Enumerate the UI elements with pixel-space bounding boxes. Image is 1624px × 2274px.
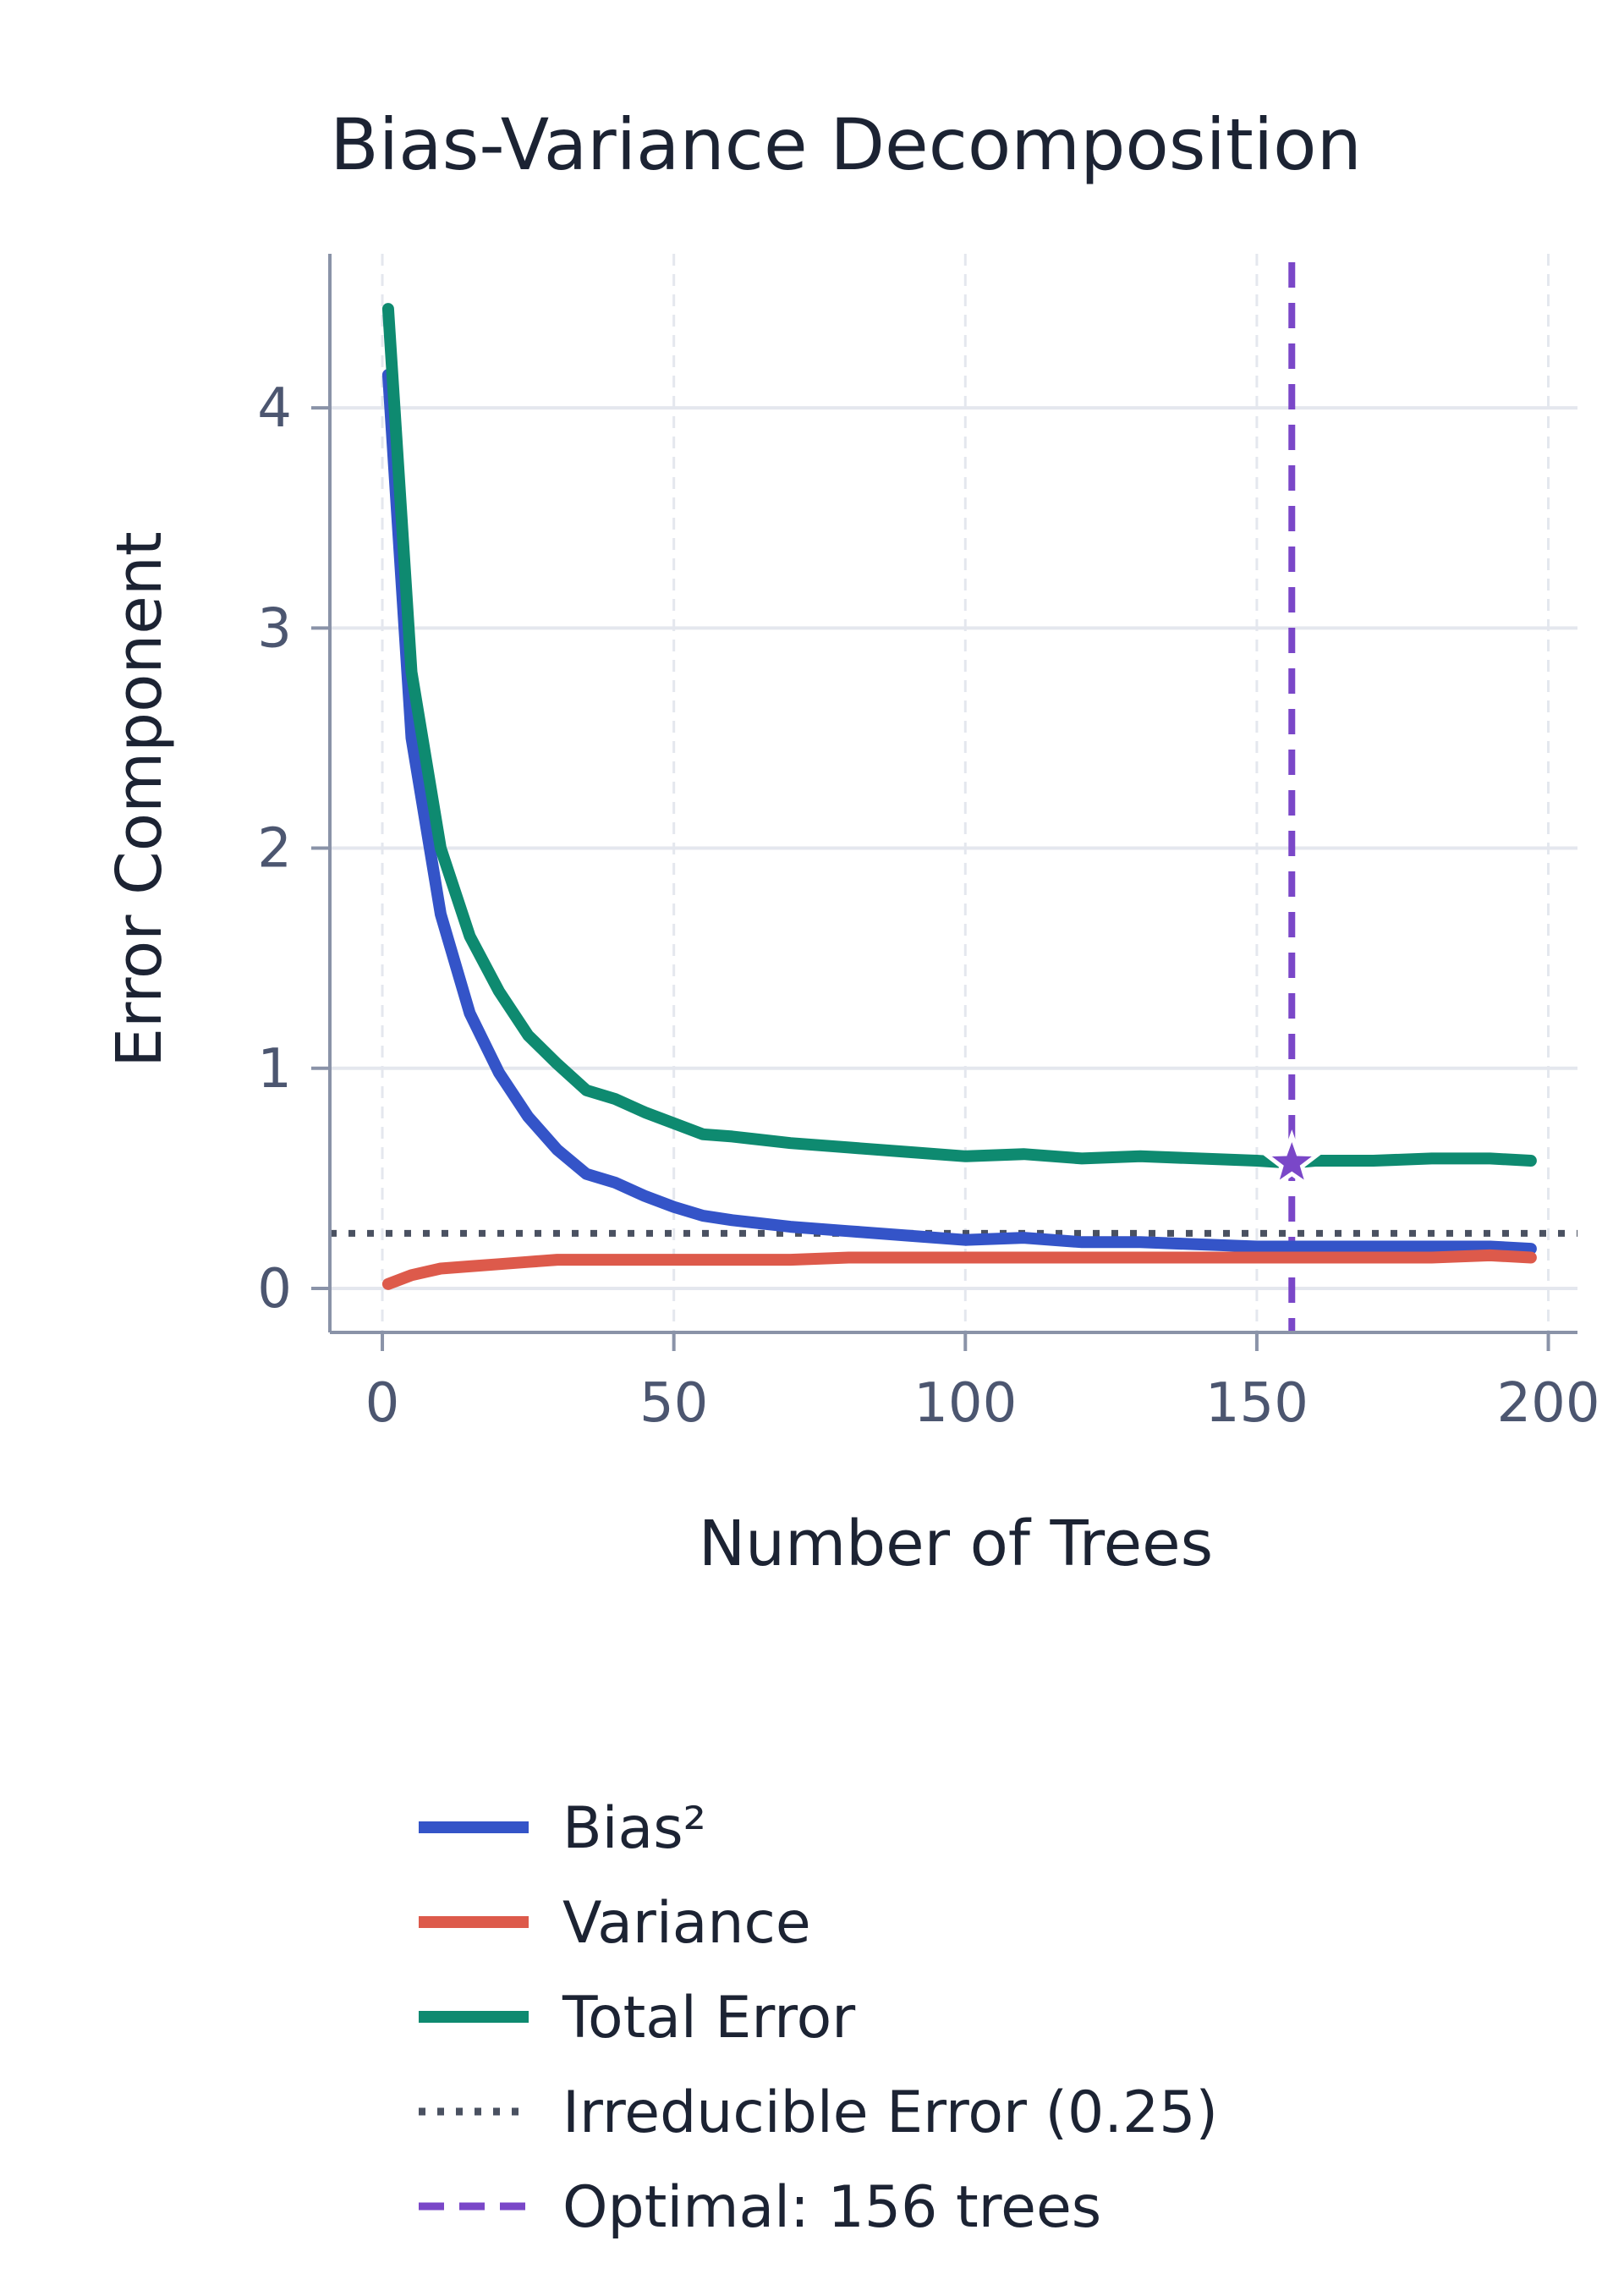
reference-lines bbox=[330, 262, 1577, 1332]
legend-label-variance: Variance bbox=[562, 1890, 811, 1957]
x-tick-label-200: 200 bbox=[1496, 1372, 1599, 1435]
y-tick-label-0: 0 bbox=[257, 1258, 292, 1321]
x-tick-label-150: 150 bbox=[1205, 1372, 1309, 1435]
chart-title: Bias-Variance Decomposition bbox=[330, 103, 1362, 186]
legend-label-optimal: Optimal: 156 trees bbox=[562, 2174, 1101, 2241]
y-tick-label-4: 4 bbox=[257, 377, 292, 440]
x-axis-label: Number of Trees bbox=[699, 1508, 1213, 1580]
y-tick-label-3: 3 bbox=[257, 597, 292, 660]
y-tick-label-2: 2 bbox=[257, 818, 292, 881]
x-tick-label-50: 50 bbox=[639, 1372, 708, 1435]
axes bbox=[311, 254, 1577, 1351]
tick-labels: 0 50 100 150 200 0 1 2 3 4 bbox=[257, 377, 1599, 1435]
legend-label-total: Total Error bbox=[562, 1985, 855, 2052]
variance-series-line bbox=[381, 1249, 1537, 1290]
grid bbox=[330, 254, 1577, 1332]
markers bbox=[1259, 1129, 1324, 1190]
legend-label-bias: Bias² bbox=[562, 1795, 706, 1862]
y-axis-label: Error Component bbox=[103, 531, 176, 1068]
total-series-line bbox=[381, 303, 1537, 1169]
y-tick-label-1: 1 bbox=[257, 1038, 292, 1101]
x-tick-label-100: 100 bbox=[914, 1372, 1017, 1435]
optimal-star-marker bbox=[1259, 1129, 1324, 1190]
x-tick-label-0: 0 bbox=[365, 1372, 400, 1435]
series-lines bbox=[381, 303, 1537, 1290]
legend-label-irreducible: Irreducible Error (0.25) bbox=[562, 2079, 1218, 2146]
bias-series-line bbox=[381, 369, 1537, 1255]
legend: Bias² Variance Total Error Irreducible Erro… bbox=[419, 1795, 1218, 2241]
